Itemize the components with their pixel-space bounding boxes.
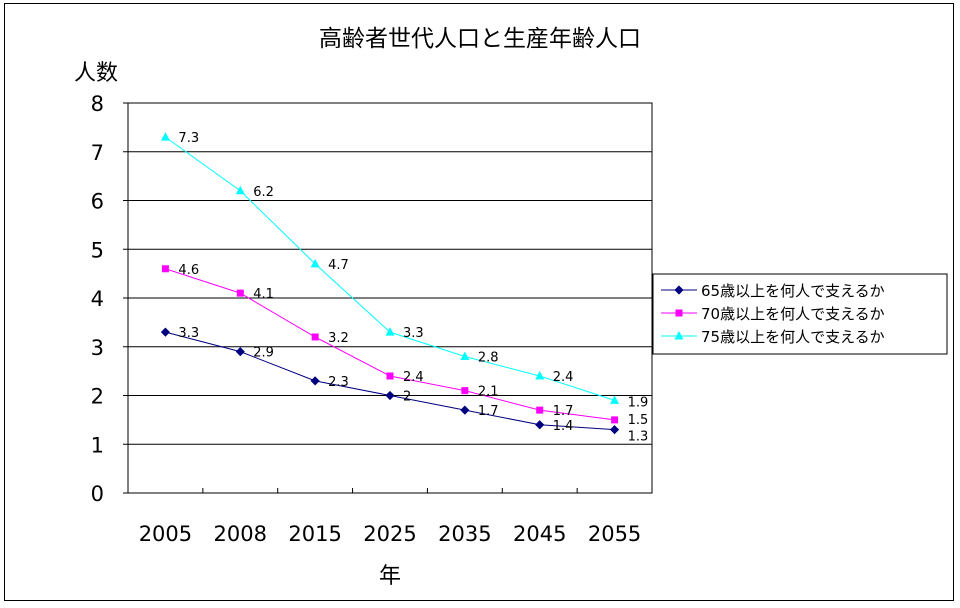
data-point: [611, 416, 619, 424]
series-lines: [160, 132, 620, 435]
legend-marker: [675, 309, 683, 317]
y-tick-label: 0: [91, 482, 104, 506]
data-label: 1.9: [628, 395, 649, 410]
data-point: [610, 395, 620, 404]
y-tick-label: 8: [91, 92, 104, 116]
y-tick-label: 4: [91, 287, 104, 311]
data-point: [461, 387, 469, 395]
legend: 65歳以上を何人で支えるか 70歳以上を何人で支えるか 75歳以上を何人で支えるか: [652, 273, 948, 355]
data-point: [310, 258, 320, 268]
data-label: 2.3: [328, 375, 349, 390]
data-point: [160, 132, 170, 141]
legend-label: 70歳以上を何人で支えるか: [701, 305, 885, 323]
data-label: 4.7: [328, 258, 349, 273]
data-point: [536, 406, 544, 414]
data-point: [236, 289, 244, 297]
x-tick-label: 2025: [363, 522, 416, 546]
x-tick-label: 2008: [214, 522, 267, 546]
legend-marker: [674, 331, 684, 340]
data-labels: 3.32.92.321.71.41.34.64.13.22.42.11.71.5…: [178, 131, 648, 445]
data-point: [161, 265, 169, 273]
y-tick-label: 3: [91, 336, 104, 360]
legend-marker: [674, 285, 684, 295]
data-label: 3.2: [328, 331, 349, 346]
data-point: [610, 425, 620, 435]
data-point: [160, 327, 170, 337]
y-tick-label: 7: [91, 141, 104, 165]
data-point: [310, 376, 320, 386]
data-label: 1.7: [553, 404, 574, 419]
data-label: 2.4: [403, 370, 424, 385]
data-label: 1.7: [478, 404, 499, 419]
data-point: [386, 372, 394, 380]
legend-label: 65歳以上を何人で支えるか: [701, 282, 885, 300]
data-label: 2: [403, 390, 411, 405]
x-tick-label: 2055: [588, 522, 641, 546]
data-label: 1.4: [553, 419, 574, 434]
x-axis-label: 年: [379, 564, 401, 589]
y-axis-label: 人数: [74, 61, 118, 86]
data-point: [460, 405, 470, 415]
data-point: [460, 351, 470, 360]
data-label: 3.3: [178, 326, 199, 341]
y-tick-label: 6: [91, 190, 104, 214]
data-label: 4.1: [253, 287, 274, 302]
data-label: 2.9: [253, 346, 274, 361]
data-point: [535, 420, 545, 430]
data-label: 2.8: [478, 351, 499, 366]
x-tick-label: 2015: [288, 522, 341, 546]
data-label: 2.1: [478, 385, 499, 400]
legend-box: [652, 273, 948, 355]
data-point: [235, 347, 245, 357]
x-tick-label: 2005: [139, 522, 192, 546]
y-tick-label: 2: [91, 385, 104, 409]
y-tick-label: 5: [91, 238, 104, 262]
data-label: 1.5: [628, 413, 649, 428]
x-tick-label: 2035: [438, 522, 491, 546]
data-point: [311, 333, 319, 341]
data-label: 6.2: [253, 185, 274, 200]
data-point: [535, 371, 545, 380]
legend-label: 75歳以上を何人で支えるか: [701, 328, 885, 346]
data-label: 2.4: [553, 370, 574, 385]
data-point: [385, 327, 395, 336]
data-point: [235, 185, 245, 195]
x-tick-label: 2045: [513, 522, 566, 546]
data-point: [385, 390, 395, 401]
data-label: 1.3: [628, 430, 649, 445]
y-tick-label: 1: [91, 433, 104, 457]
chart-title: 高齢者世代人口と生産年齢人口: [319, 26, 641, 52]
data-label: 4.6: [178, 263, 199, 278]
x-tick-labels: 2005 2008 2015 2025 2035 2045 2055: [139, 488, 641, 546]
data-label: 7.3: [178, 131, 199, 146]
y-tick-labels: 0 1 2 3 4 5 6 7 8: [91, 92, 128, 506]
data-label: 3.3: [403, 326, 424, 341]
